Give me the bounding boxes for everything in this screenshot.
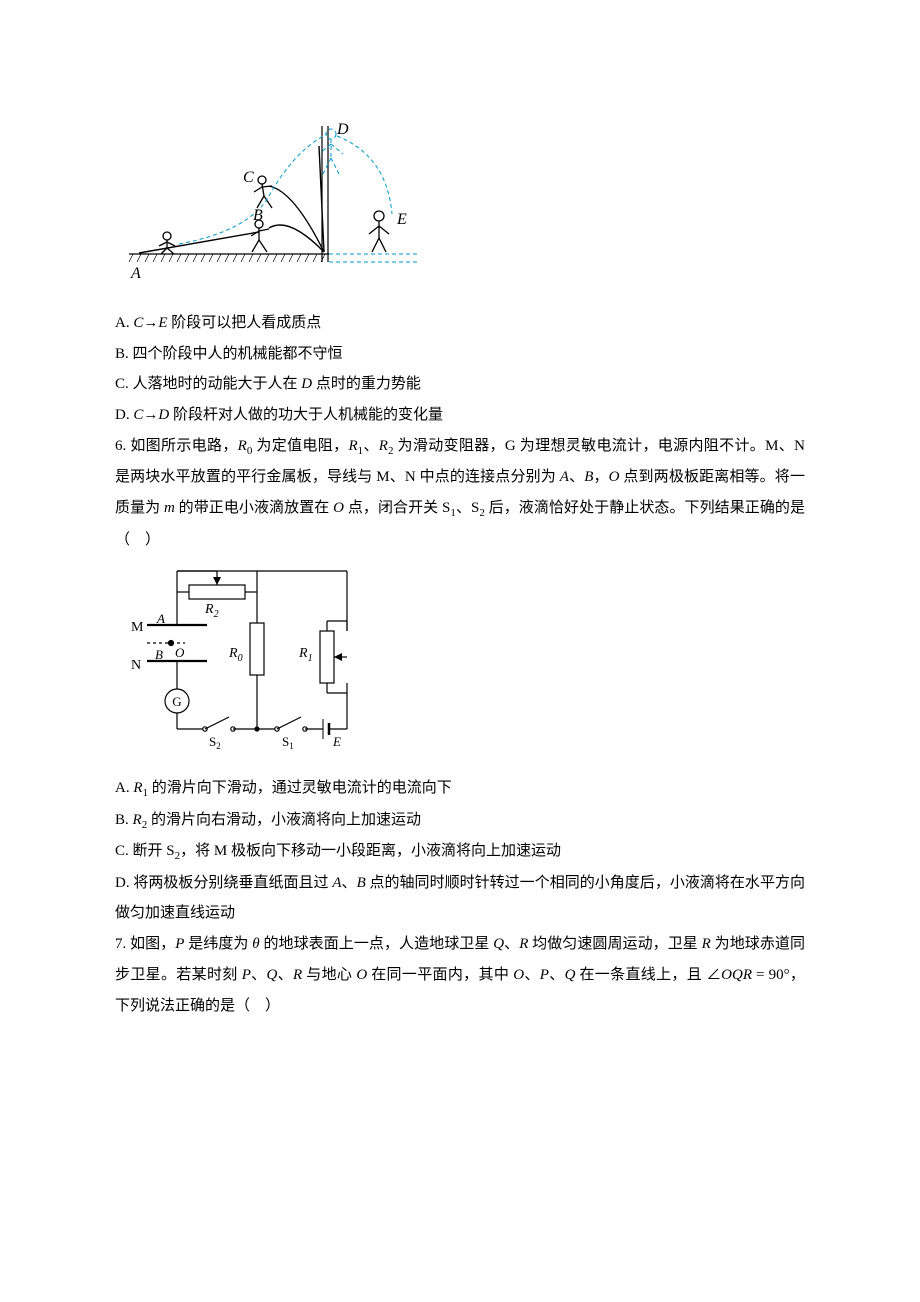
svg-text:R0: R0 — [228, 646, 243, 664]
svg-text:C: C — [243, 169, 254, 186]
q5-option-A: A. C→E 阶段可以把人看成质点 — [115, 308, 805, 339]
q5-option-B: B. 四个阶段中人的机械能都不守恒 — [115, 339, 805, 370]
svg-text:A: A — [130, 265, 141, 282]
svg-text:A: A — [156, 611, 165, 626]
q6-option-B: B. R2 的滑片向右滑动，小液滴将向上加速运动 — [115, 805, 805, 837]
q5-option-D: D. C→D 阶段杆对人做的功大于人机械能的变化量 — [115, 400, 805, 431]
svg-text:R1: R1 — [298, 646, 313, 664]
svg-text:O: O — [175, 645, 185, 660]
q6-option-C: C. 断开 S2，将 M 极板向下移动一小段距离，小液滴将向上加速运动 — [115, 836, 805, 868]
q6-svg: G — [127, 561, 382, 751]
svg-text:E: E — [332, 734, 341, 749]
svg-text:M: M — [131, 620, 144, 635]
svg-text:N: N — [131, 658, 141, 673]
q6-lead: 6. 如图所示电路，R0 为定值电阻，R1、R2 为滑动变阻器，G 为理想灵敏电… — [115, 431, 805, 556]
q5-svg: A B C D E — [119, 116, 429, 286]
page: A B C D E A. C→E 阶段可以把人看成质点 B. 四个阶段中人的机械… — [0, 0, 920, 1121]
svg-text:S2: S2 — [209, 734, 221, 751]
svg-text:S1: S1 — [282, 734, 294, 751]
svg-text:E: E — [396, 211, 407, 228]
svg-text:G: G — [172, 694, 181, 709]
q7-lead: 7. 如图，P 是纬度为 θ 的地球表面上一点，人造地球卫星 Q、R 均做匀速圆… — [115, 929, 805, 1021]
svg-text:R2: R2 — [204, 602, 219, 620]
svg-text:B: B — [253, 207, 263, 224]
q6-option-A: A. R1 的滑片向下滑动，通过灵敏电流计的电流向下 — [115, 773, 805, 805]
svg-text:B: B — [155, 647, 163, 662]
q6-option-D: D. 将两极板分别绕垂直纸面且过 A、B 点的轴同时顺时针转过一个相同的小角度后… — [115, 868, 805, 930]
svg-text:D: D — [336, 121, 349, 138]
q5-option-C: C. 人落地时的动能大于人在 D 点时的重力势能 — [115, 369, 805, 400]
q6-figure: G — [127, 561, 805, 763]
q5-figure: A B C D E — [119, 116, 805, 298]
